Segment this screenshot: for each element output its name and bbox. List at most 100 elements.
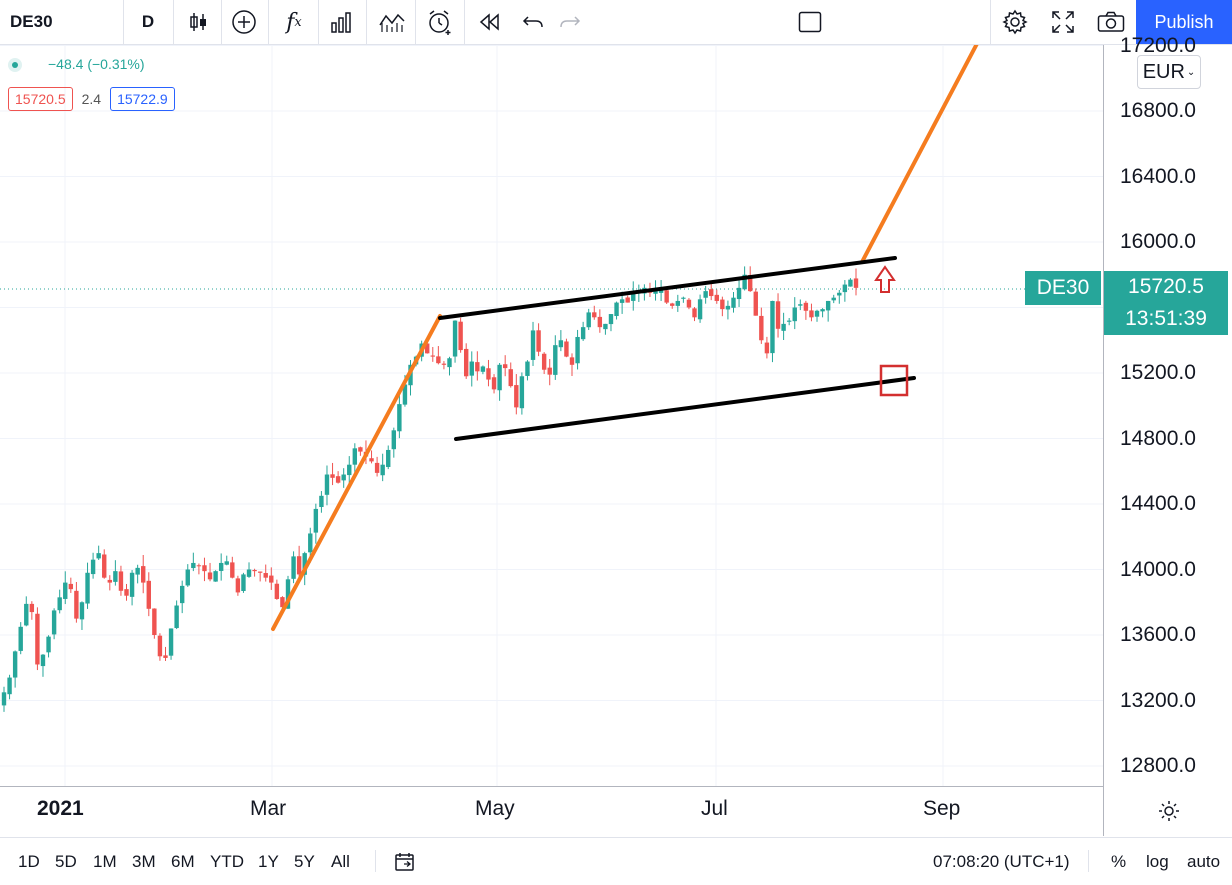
currency-select[interactable]: EUR ⌄: [1137, 55, 1201, 89]
settings-gear-icon[interactable]: [997, 0, 1033, 44]
candle: [296, 545, 302, 581]
candle: [51, 608, 57, 640]
candle: [280, 596, 285, 608]
candle: [814, 309, 820, 322]
candle-body: [497, 364, 502, 391]
candle-body: [814, 310, 820, 317]
candle-body: [235, 578, 241, 593]
candle-body: [564, 341, 569, 357]
bar-chart-icon[interactable]: [324, 0, 360, 44]
x-label-mar: Mar: [250, 797, 287, 820]
replay-icon[interactable]: [472, 0, 506, 44]
candle-body: [7, 677, 12, 695]
x-label-sep: Sep: [923, 797, 961, 820]
candle: [792, 297, 797, 330]
candle: [241, 572, 246, 593]
candle-body: [330, 474, 335, 478]
candle-body: [1, 692, 7, 706]
candle-body: [725, 305, 731, 310]
candle-body: [280, 597, 285, 608]
chart-settings-icon[interactable]: [1155, 797, 1183, 825]
range-ytd[interactable]: YTD: [210, 851, 244, 871]
candle-body: [146, 580, 151, 609]
candle-body: [569, 357, 575, 365]
candle: [491, 374, 497, 394]
candle: [85, 562, 90, 609]
candle-body: [40, 654, 46, 667]
compare-add-icon[interactable]: [226, 0, 262, 44]
candle-body: [35, 613, 40, 665]
range-1y[interactable]: 1Y: [258, 851, 279, 871]
goto-date-icon[interactable]: [394, 838, 416, 885]
candle-body: [469, 361, 474, 376]
candle-body: [709, 289, 714, 297]
candle: [514, 374, 519, 415]
chevron-down-icon: ⌄: [1186, 66, 1196, 78]
candle: [675, 294, 681, 312]
bid-ask: 15720.5 2.4 15722.9: [8, 87, 175, 111]
candle: [40, 654, 46, 677]
percent-toggle[interactable]: %: [1111, 851, 1127, 871]
candle-body: [185, 569, 190, 586]
candle: [157, 633, 163, 661]
candle: [441, 361, 447, 370]
expand-icon[interactable]: [1045, 0, 1081, 44]
undo-icon[interactable]: [518, 0, 548, 44]
candle: [213, 570, 218, 582]
clock[interactable]: 07:08:20 (UTC+1): [933, 851, 1070, 871]
candle-body: [57, 597, 62, 611]
candle-body: [486, 368, 491, 380]
candle-body: [124, 589, 129, 596]
candle: [141, 555, 146, 594]
candle-body: [731, 297, 736, 308]
redo-icon[interactable]: [555, 0, 585, 44]
camera-icon[interactable]: [1093, 0, 1129, 44]
candle: [541, 352, 547, 375]
interval-button[interactable]: D: [141, 12, 155, 31]
candle-body: [168, 628, 174, 656]
candle-body: [380, 464, 385, 476]
candle-body: [580, 327, 586, 340]
candle-body: [697, 299, 703, 320]
candle: [430, 347, 435, 362]
templates-icon[interactable]: [372, 0, 412, 44]
candle: [163, 646, 168, 661]
alarm-clock-icon[interactable]: [420, 0, 460, 44]
fullscreen-layout-icon[interactable]: [795, 0, 825, 44]
candle: [191, 552, 196, 572]
channel-lower-line: [454, 376, 916, 441]
range-5y[interactable]: 5Y: [294, 851, 315, 871]
candle: [497, 362, 502, 401]
range-all[interactable]: All: [331, 851, 350, 871]
candle: [291, 551, 296, 584]
candle-body: [664, 290, 669, 303]
price-chart[interactable]: [0, 0, 1103, 786]
candles-icon[interactable]: [180, 0, 216, 44]
candle-body: [285, 579, 291, 609]
candle: [269, 567, 274, 590]
symbol-price-tag: DE30: [1025, 271, 1101, 305]
range-1m[interactable]: 1M: [93, 851, 117, 871]
log-toggle[interactable]: log: [1146, 851, 1169, 871]
candle-body: [619, 299, 625, 303]
symbol-search[interactable]: DE30: [10, 12, 53, 31]
publish-button[interactable]: Publish: [1136, 0, 1232, 44]
buy-price[interactable]: 15722.9: [110, 87, 175, 111]
range-1d[interactable]: 1D: [18, 851, 40, 871]
bar-countdown: 13:51:39: [1125, 307, 1207, 330]
range-5d[interactable]: 5D: [55, 851, 77, 871]
candle: [486, 359, 491, 387]
candle-body: [291, 556, 296, 579]
auto-toggle[interactable]: auto: [1187, 851, 1221, 871]
sell-price[interactable]: 15720.5: [8, 87, 73, 111]
candle: [347, 456, 352, 485]
candle: [1, 686, 7, 712]
time-axis[interactable]: [0, 786, 1103, 837]
range-3m[interactable]: 3M: [132, 851, 156, 871]
candle-body: [786, 320, 792, 322]
status-dot-icon: [8, 58, 22, 73]
range-6m[interactable]: 6M: [171, 851, 195, 871]
candle-body: [269, 575, 274, 583]
candle: [174, 600, 179, 630]
